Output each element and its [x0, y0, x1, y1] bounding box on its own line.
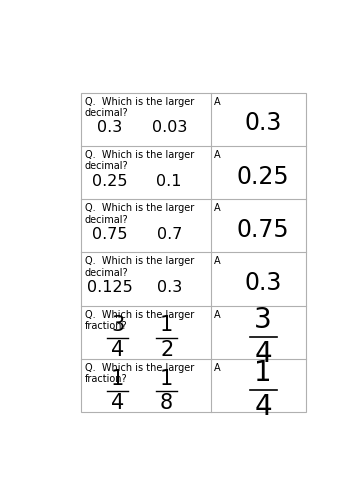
Text: A: A	[214, 96, 221, 106]
Text: Q.  Which is the larger
fraction?: Q. Which is the larger fraction?	[85, 363, 194, 384]
Text: 4: 4	[255, 340, 272, 367]
Text: 0.7: 0.7	[156, 227, 182, 242]
Text: 1: 1	[160, 368, 173, 388]
Text: 0.1: 0.1	[156, 174, 182, 188]
Text: 0.75: 0.75	[92, 227, 127, 242]
Text: 0.3: 0.3	[156, 280, 182, 295]
FancyBboxPatch shape	[81, 92, 306, 412]
Text: 0.75: 0.75	[237, 218, 290, 242]
Text: Q.  Which is the larger
fraction?: Q. Which is the larger fraction?	[85, 310, 194, 331]
Text: Q.  Which is the larger
decimal?: Q. Which is the larger decimal?	[85, 256, 194, 278]
Text: 0.25: 0.25	[237, 164, 290, 188]
Text: A: A	[214, 363, 221, 373]
Text: A: A	[214, 203, 221, 213]
Text: 8: 8	[160, 394, 173, 413]
Text: 2: 2	[160, 340, 173, 360]
Text: Q.  Which is the larger
decimal?: Q. Which is the larger decimal?	[85, 203, 194, 224]
Text: 1: 1	[255, 359, 272, 387]
Text: 1: 1	[111, 368, 124, 388]
Text: 1: 1	[160, 316, 173, 336]
Text: 0.03: 0.03	[152, 120, 187, 136]
Text: 0.3: 0.3	[97, 120, 122, 136]
Text: 3: 3	[111, 316, 124, 336]
Text: 4: 4	[255, 393, 272, 421]
Text: 0.125: 0.125	[87, 280, 133, 295]
Text: Q.  Which is the larger
decimal?: Q. Which is the larger decimal?	[85, 96, 194, 118]
Text: A: A	[214, 256, 221, 266]
Text: 0.25: 0.25	[92, 174, 127, 188]
Text: A: A	[214, 310, 221, 320]
Text: 0.3: 0.3	[245, 271, 282, 295]
Text: 4: 4	[111, 394, 124, 413]
Text: 0.3: 0.3	[245, 112, 282, 136]
Text: A: A	[214, 150, 221, 160]
Text: 4: 4	[111, 340, 124, 360]
Text: 3: 3	[255, 306, 272, 334]
Text: Q.  Which is the larger
decimal?: Q. Which is the larger decimal?	[85, 150, 194, 172]
